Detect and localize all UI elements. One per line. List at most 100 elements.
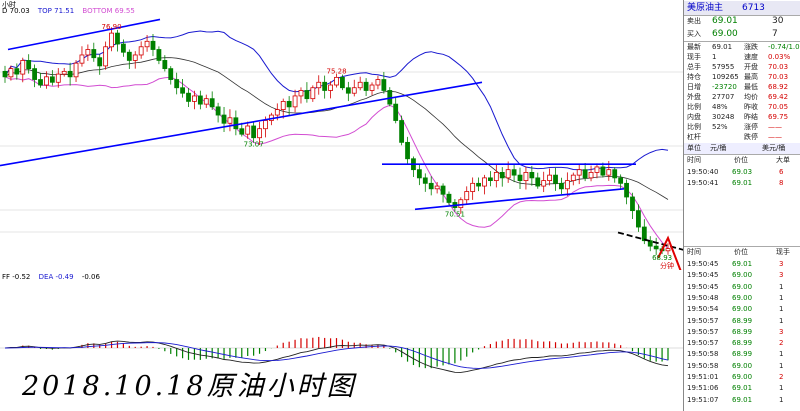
ma-label: D 70.03 xyxy=(2,7,30,15)
channel-bottom-line xyxy=(414,187,625,211)
col-volume: 大单 xyxy=(776,156,790,164)
trade-row: 19:50:57 68.99 2 xyxy=(684,338,800,349)
candle-body xyxy=(488,177,493,182)
stats-row: 内盘 30248 昨结 69.75 xyxy=(684,112,800,123)
quote-panel: 美原油主 6713 卖出 69.01 30 买入 69.00 7 最新 69.01… xyxy=(683,0,800,411)
stat-value: 109265 xyxy=(712,73,739,81)
candle-body xyxy=(73,62,79,78)
candle-body xyxy=(26,60,32,70)
candle-body xyxy=(636,210,641,228)
stat-key: 外盘 xyxy=(687,93,701,101)
trade-price: 69.00 xyxy=(732,305,753,314)
trade-price: 69.03 xyxy=(732,168,753,176)
candle-body xyxy=(14,68,20,75)
trade-price: 69.00 xyxy=(732,373,753,381)
trade-price: 69.01 xyxy=(732,179,753,188)
buy-label: 买入 xyxy=(687,30,701,38)
trade-volume: 1 xyxy=(779,395,784,404)
trade-time: 19:50:57 xyxy=(687,316,719,325)
candle-body xyxy=(600,166,606,176)
candle-body xyxy=(144,40,150,48)
price-label: 76.90 xyxy=(102,23,122,31)
chart-caption: 2018.10.18原油小时图 xyxy=(22,371,357,402)
instrument-title: 美原油主 xyxy=(687,3,724,13)
candle-body xyxy=(641,226,647,242)
stats-row: 比例 52% 涨停 —— xyxy=(684,122,800,133)
candle-body xyxy=(606,169,612,176)
candle-body xyxy=(493,172,499,182)
stat-value: 0.03% xyxy=(768,53,791,61)
chart-area[interactable]: 76.90 75.28 73.07 70.51 68.93 分钟 D 70.03 TOP … xyxy=(0,0,683,411)
trade-row: 19:50:54 69.00 1 xyxy=(684,304,800,315)
candle-body xyxy=(570,174,576,182)
candle-body xyxy=(257,128,262,139)
buy-price: 69.00 xyxy=(712,29,738,39)
trade-price: 69.00 xyxy=(732,271,753,280)
stats-row: 日增 -23720 最低 68.92 xyxy=(684,82,800,93)
col-time: 时间 xyxy=(687,248,701,256)
candle-body xyxy=(345,87,351,94)
candle-body xyxy=(150,40,156,50)
trade-time: 19:50:45 xyxy=(687,271,719,280)
col-price: 价位 xyxy=(734,156,748,164)
candle-body xyxy=(505,169,511,179)
candle-body xyxy=(464,191,470,201)
candle-body xyxy=(2,70,8,78)
candle-body xyxy=(547,174,553,182)
trade-time: 19:50:45 xyxy=(687,282,719,291)
trade-volume: 1 xyxy=(779,305,784,314)
candle-body xyxy=(422,177,428,184)
candle-body xyxy=(322,81,328,91)
stat-key: 日增 xyxy=(687,83,701,91)
price-label: 75.28 xyxy=(327,67,347,75)
col-time: 时间 xyxy=(687,156,701,164)
instrument-code: 6713 xyxy=(742,3,765,13)
stat-value: —— xyxy=(768,133,782,141)
trade-row: 19:50:57 68.99 1 xyxy=(684,316,800,327)
candle-body xyxy=(393,103,399,121)
trade-row: 19:50:45 69.00 1 xyxy=(684,282,800,293)
candle-body xyxy=(559,182,564,190)
candle-body xyxy=(49,76,55,83)
candle-body xyxy=(126,51,132,61)
stat-value: —— xyxy=(768,123,782,131)
candle-body xyxy=(653,245,659,250)
candle-body xyxy=(251,125,257,139)
stats-row: 比例 48% 昨收 70.05 xyxy=(684,102,800,113)
stat-key: 昨收 xyxy=(744,103,758,111)
stat-value: 69.01 xyxy=(712,43,733,51)
stat-key: 涨跌 xyxy=(744,43,758,51)
candle-body xyxy=(233,117,239,130)
candle-body xyxy=(482,177,487,187)
stat-key: 持仓 xyxy=(687,73,701,81)
candle-body xyxy=(280,100,286,110)
unit-usd: 美元/桶 xyxy=(762,144,786,152)
trade-time: 19:51:07 xyxy=(687,395,719,404)
trade-row: 19:50:58 68.99 1 xyxy=(684,349,800,360)
candle-body xyxy=(630,196,635,212)
candle-body xyxy=(363,81,369,91)
trade-volume: 3 xyxy=(779,260,784,268)
forecast-arrow xyxy=(657,235,682,270)
macd-dea-label: DEA -0.49 xyxy=(38,273,74,281)
stat-value: -23720 xyxy=(712,83,737,91)
trade-volume: 3 xyxy=(779,271,784,280)
candle-body xyxy=(416,169,422,179)
trade-row: 19:50:45 69.00 3 xyxy=(684,270,800,281)
stat-key: 比例 xyxy=(687,103,701,111)
trade-price: 68.99 xyxy=(732,350,753,359)
trade-price: 68.99 xyxy=(732,327,753,336)
stat-key: 杠杆 xyxy=(687,133,701,141)
trade-price: 69.01 xyxy=(732,384,753,393)
trade-row: 19:50:57 68.99 3 xyxy=(684,327,800,338)
stat-value: 52% xyxy=(712,123,728,131)
candle-body xyxy=(132,54,138,61)
macd-chart[interactable] xyxy=(0,270,683,411)
trade-row: 19:50:41 69.01 8 xyxy=(684,178,800,189)
candle-body xyxy=(197,95,203,105)
candle-body xyxy=(91,49,97,59)
stat-value: 48% xyxy=(712,103,728,111)
macd-dea-line xyxy=(4,342,669,369)
candle-body xyxy=(245,125,251,135)
